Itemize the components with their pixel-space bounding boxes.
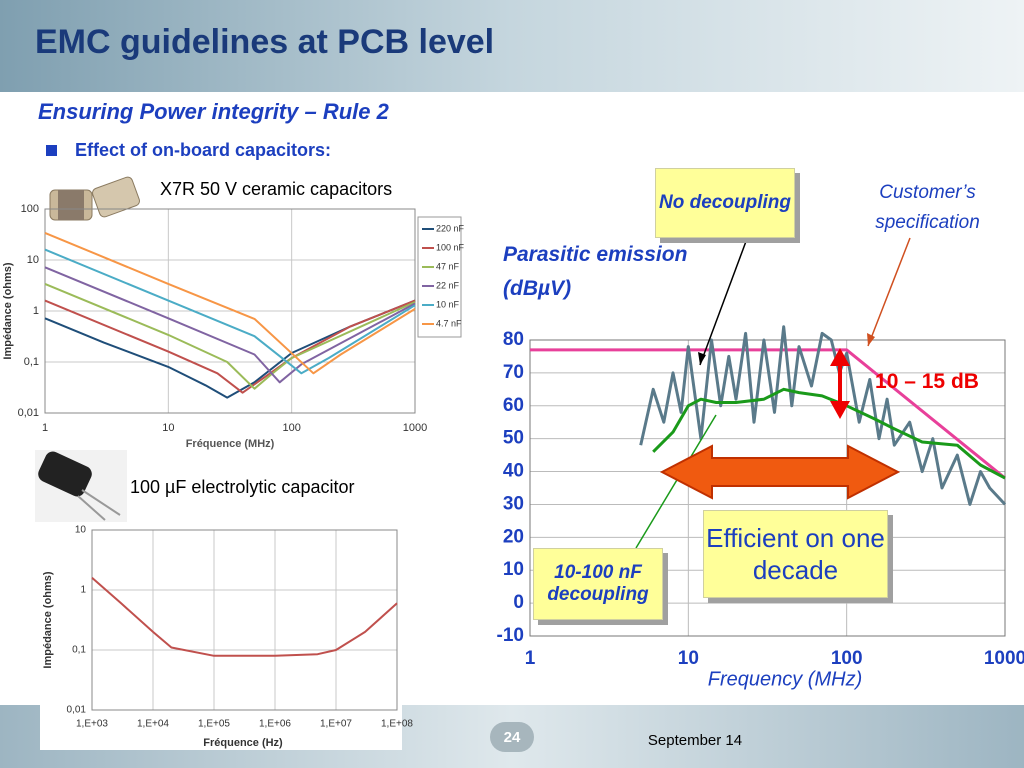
series-line xyxy=(44,299,416,399)
series-line xyxy=(44,231,416,375)
y-tick-label: 100 xyxy=(21,203,39,215)
series-callout: No decoupling xyxy=(655,168,795,238)
chart-title: X7R 50 V ceramic capacitors xyxy=(160,179,392,199)
legend-label: 220 nF xyxy=(436,223,465,233)
y-tick-label: 0,01 xyxy=(67,705,87,716)
x-tick-label: 100 xyxy=(831,648,863,669)
annotation: 10 – 15 dB xyxy=(875,370,979,393)
series-callout: Customer’s specification xyxy=(875,182,980,233)
series-line xyxy=(44,282,416,390)
y-tick-label: 0,1 xyxy=(72,645,86,656)
arrow-head xyxy=(830,401,850,419)
y-tick-label: 1 xyxy=(33,305,39,317)
header-band xyxy=(0,0,1024,92)
y-tick-label: 70 xyxy=(503,362,524,383)
plot-frame xyxy=(529,339,1006,637)
legend-label: 4.7 nF xyxy=(436,318,462,328)
legend-label: 100 nF xyxy=(436,242,465,252)
annotation: Efficient on one decade xyxy=(703,510,888,598)
x-tick-label: 1,E+04 xyxy=(137,719,169,730)
range-arrow xyxy=(659,444,901,500)
y-tick-label: 40 xyxy=(503,461,524,482)
y-tick-label: 50 xyxy=(503,428,524,449)
y-tick-label: 0,01 xyxy=(18,407,39,419)
ceramic-capacitor-photo xyxy=(49,176,140,221)
arrow-head xyxy=(867,333,875,346)
legend-label: 47 nF xyxy=(436,261,460,271)
pointer xyxy=(635,414,717,549)
y-tick-label: 10 xyxy=(75,525,87,536)
x-tick-label: 1,E+08 xyxy=(381,719,413,730)
subtitle: Ensuring Power integrity – Rule 2 xyxy=(38,99,390,124)
slide-title: EMC guidelines at PCB level xyxy=(35,23,494,61)
electrolytic-capacitor-photo xyxy=(35,450,127,522)
series-line xyxy=(530,348,1006,480)
series-line xyxy=(44,299,416,394)
x-tick-label: 1 xyxy=(42,422,48,434)
y-tick-label: 60 xyxy=(503,395,524,416)
bullet-text: Effect of on-board capacitors: xyxy=(75,140,331,160)
series-line xyxy=(44,248,416,375)
footer-date: September 14 xyxy=(648,732,742,749)
x-tick-label: 1000 xyxy=(984,648,1024,669)
arrow-head xyxy=(698,352,706,365)
chart-title: 100 µF electrolytic capacitor xyxy=(130,477,354,497)
pointer xyxy=(867,237,911,347)
page-number: 24 xyxy=(504,729,521,746)
legend-label: 22 nF xyxy=(436,280,460,290)
y-tick-label: 10 xyxy=(27,254,39,266)
y-axis-label: Impédance (ohms) xyxy=(2,262,14,360)
x-tick-label: 10 xyxy=(678,648,699,669)
y-axis-label: Parasitic emission (dBµV) xyxy=(503,243,688,300)
x-tick-label: 10 xyxy=(162,422,174,434)
chart: 1,E+03 1,E+04 1,E+05 1,E+06 1,E+07 1,E+08 0,01… xyxy=(67,525,414,730)
y-axis-label: Impédance (ohms) xyxy=(42,571,54,669)
x-tick-label: 1,E+03 xyxy=(76,719,108,730)
y-tick-label: 1 xyxy=(80,585,86,596)
legend-frame xyxy=(417,216,462,338)
y-tick-label: -10 xyxy=(497,625,524,646)
plot-frame xyxy=(44,208,416,414)
chart: 1 10 100 1000 0,01 0,1 1 10 100 220 nF 100 nF 47 nF… xyxy=(18,203,465,434)
x-tick-label: 1,E+05 xyxy=(198,719,230,730)
x-tick-label: 1,E+06 xyxy=(259,719,291,730)
series-line xyxy=(652,387,1006,480)
x-axis-label: Fréquence (Hz) xyxy=(203,737,283,749)
page-badge xyxy=(490,722,534,752)
x-tick-label: 1 xyxy=(525,648,536,669)
plot-frame xyxy=(91,529,398,711)
y-tick-label: 0,1 xyxy=(24,356,39,368)
x-tick-label: 100 xyxy=(282,422,300,434)
series-line xyxy=(44,266,416,384)
chart-panel xyxy=(40,520,402,750)
x-axis-label: Frequency (MHz) xyxy=(708,668,862,690)
x-tick-label: 1,E+07 xyxy=(320,719,352,730)
x-tick-label: 1000 xyxy=(403,422,427,434)
x-axis-label: Fréquence (MHz) xyxy=(186,438,275,450)
legend-label: 10 nF xyxy=(436,299,460,309)
y-tick-label: 80 xyxy=(503,329,524,350)
chart: 1 10 100 1000 -10 0 10 20 30 40 50 60 70 80 xyxy=(497,325,1024,669)
y-tick-label: 30 xyxy=(503,493,524,514)
pointer xyxy=(699,235,749,366)
y-tick-label: 0 xyxy=(513,592,524,613)
y-tick-label: 20 xyxy=(503,526,524,547)
bullet-marker xyxy=(46,145,57,156)
series-callout: 10-100 nF decoupling xyxy=(533,548,663,620)
arrow-head xyxy=(830,348,850,366)
y-tick-label: 10 xyxy=(503,559,524,580)
series-line xyxy=(91,577,398,657)
